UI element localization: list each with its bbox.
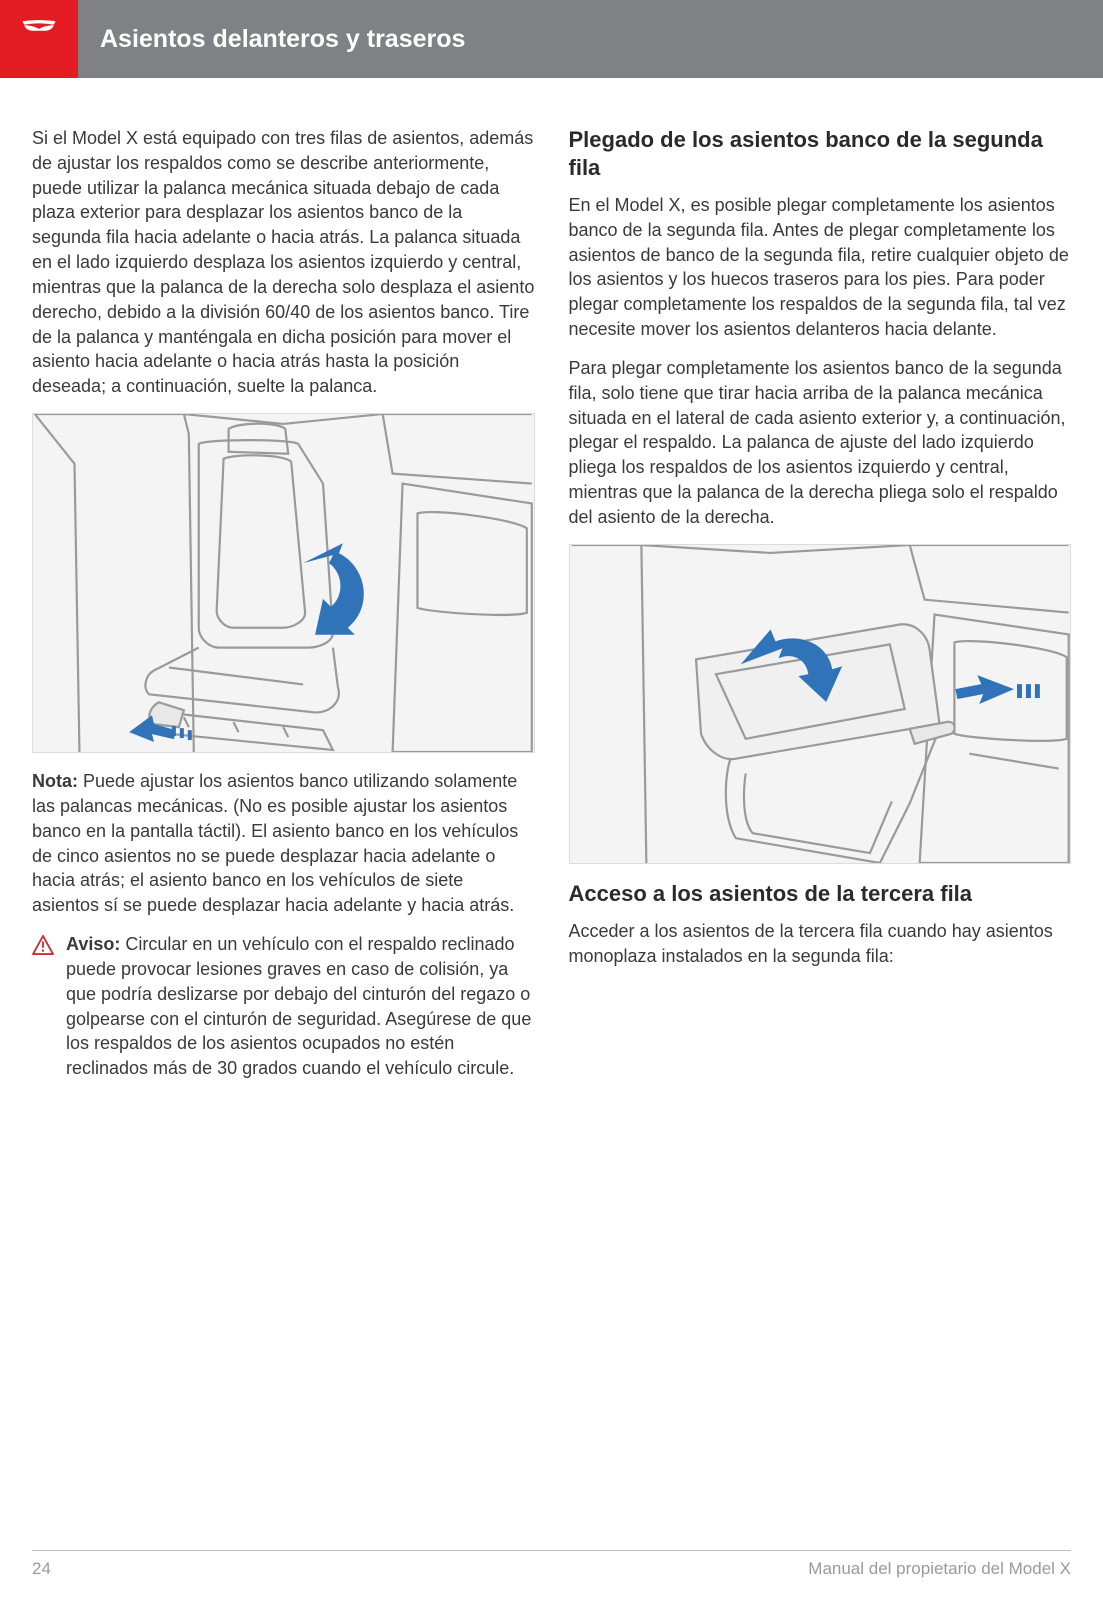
seat-folding-figure (569, 544, 1072, 864)
warning-block: Aviso: Circular en un vehículo con el re… (32, 932, 535, 1081)
warning-body: Circular en un vehículo con el respaldo … (66, 934, 531, 1078)
heading-third-row-access: Acceso a los asientos de la tercera fila (569, 880, 1072, 908)
page-title: Asientos delanteros y traseros (100, 25, 465, 54)
third-row-para: Acceder a los asientos de la tercera fil… (569, 919, 1072, 969)
content-area: Si el Model X está equipado con tres fil… (0, 78, 1103, 1081)
heading-folding-seats: Plegado de los asientos banco de la segu… (569, 126, 1072, 181)
warning-icon (32, 935, 54, 955)
note-paragraph: Nota: Puede ajustar los asientos banco u… (32, 769, 535, 918)
left-column: Si el Model X está equipado con tres fil… (32, 126, 535, 1081)
title-block: Asientos delanteros y traseros (78, 0, 1103, 78)
warning-label: Aviso: (66, 934, 120, 954)
warning-paragraph: Aviso: Circular en un vehículo con el re… (66, 932, 535, 1081)
seat-adjustment-figure (32, 413, 535, 753)
folding-para-2: Para plegar completamente los asientos b… (569, 356, 1072, 530)
tesla-logo-block (0, 0, 78, 78)
note-label: Nota: (32, 771, 78, 791)
right-column: Plegado de los asientos banco de la segu… (569, 126, 1072, 1081)
note-body: Puede ajustar los asientos banco utiliza… (32, 771, 518, 915)
seat-adjust-illustration (33, 414, 534, 752)
page-number: 24 (32, 1559, 51, 1579)
page-header: Asientos delanteros y traseros (0, 0, 1103, 78)
tesla-logo-icon (16, 16, 62, 62)
page-footer: 24 Manual del propietario del Model X (32, 1550, 1071, 1579)
folding-para-1: En el Model X, es posible plegar complet… (569, 193, 1072, 342)
intro-paragraph: Si el Model X está equipado con tres fil… (32, 126, 535, 399)
seat-fold-illustration (570, 545, 1071, 863)
manual-title: Manual del propietario del Model X (808, 1559, 1071, 1579)
